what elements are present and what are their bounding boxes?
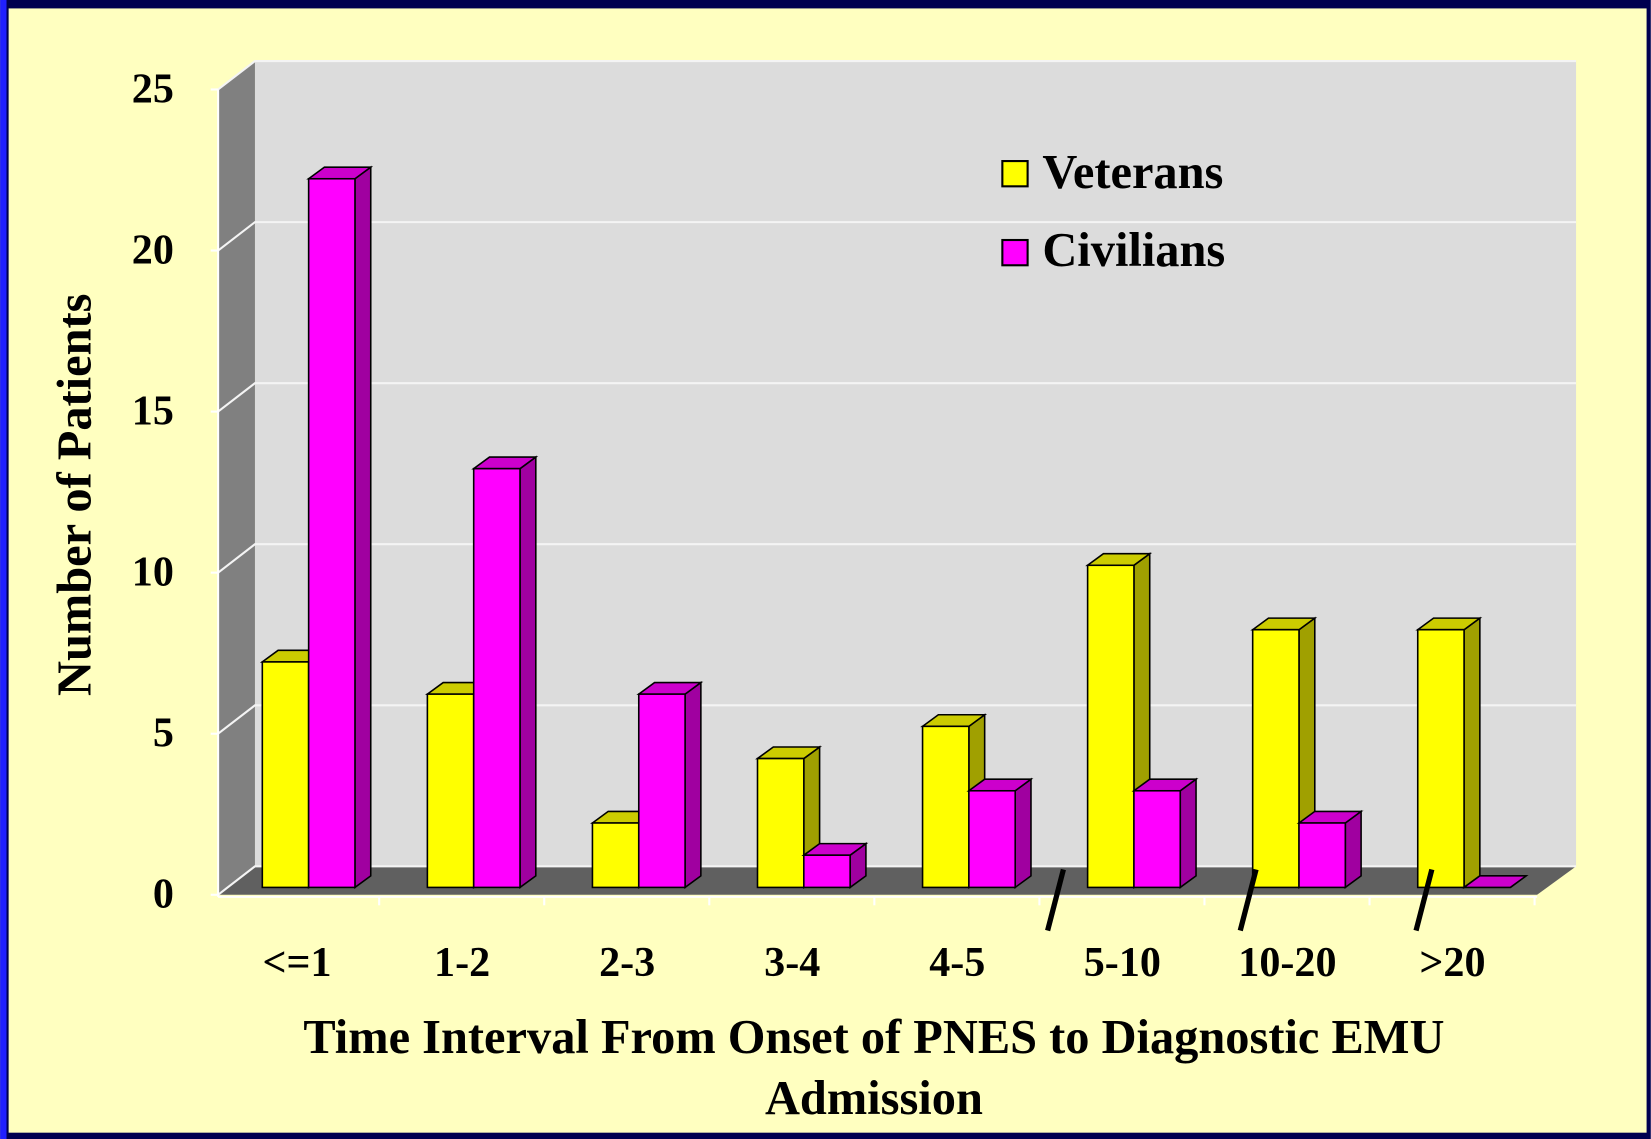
x-tick-label: 2-3 <box>599 939 655 986</box>
bar-side <box>354 165 372 889</box>
legend-label: Civilians <box>1042 224 1225 277</box>
legend-swatch <box>1001 160 1029 188</box>
y-tick-label: 0 <box>153 871 174 918</box>
floor <box>218 866 1577 895</box>
bar <box>966 777 1034 889</box>
y-axis-title: Number of Patients <box>48 294 101 696</box>
bar-front <box>1298 822 1347 889</box>
x-axis-title: Time Interval From Onset of PNES to Diag… <box>303 1011 1444 1125</box>
bar-side <box>1014 777 1032 889</box>
bar-front <box>1416 628 1465 889</box>
bar <box>471 455 539 889</box>
y-tick-label: 25 <box>132 65 174 112</box>
bar-front <box>756 757 805 889</box>
legend-label: Veterans <box>1042 146 1223 199</box>
bar-front <box>637 693 686 889</box>
bar <box>306 165 374 889</box>
y-tick-label: 20 <box>132 226 174 273</box>
grid-line <box>217 221 1577 252</box>
bar-side <box>684 680 702 889</box>
bar-side <box>1463 616 1481 889</box>
bar-front <box>307 177 356 889</box>
grid-line <box>217 382 1577 413</box>
bar-side <box>1344 809 1362 889</box>
x-tick-label: 10-20 <box>1238 939 1336 986</box>
legend-swatch <box>1001 238 1029 267</box>
x-tick-label: 5-10 <box>1084 939 1161 986</box>
bar-front <box>261 661 310 889</box>
x-tick-label: 1-2 <box>434 939 490 986</box>
bar <box>1461 875 1529 889</box>
bar-front <box>472 467 521 889</box>
x-tick-label: 3-4 <box>764 939 820 986</box>
bar <box>801 842 869 889</box>
frame-edge <box>0 0 7 1139</box>
bar <box>1415 616 1483 889</box>
back-wall <box>254 61 1577 867</box>
bar-front <box>1133 789 1182 889</box>
axis-breaks <box>1045 868 1435 932</box>
y-tick-label: 5 <box>153 710 174 757</box>
bar-front <box>1086 564 1135 889</box>
bar-front <box>1251 628 1300 889</box>
bar-side <box>1179 777 1197 889</box>
bar-side <box>519 455 537 889</box>
bar-top <box>1461 875 1529 889</box>
bar <box>636 680 704 889</box>
bar-front <box>921 725 970 889</box>
grid-line <box>217 60 1577 91</box>
side-wall <box>218 61 255 895</box>
bar <box>1131 777 1199 889</box>
bar-front <box>426 693 475 889</box>
grid-line <box>217 543 1577 574</box>
x-tick-label: >20 <box>1419 939 1485 986</box>
bar-front <box>968 789 1016 889</box>
y-tick-label: 10 <box>132 548 174 595</box>
x-tick-label: <=1 <box>263 939 332 986</box>
bar-front <box>591 822 640 889</box>
y-tick-label: 15 <box>132 387 174 434</box>
bar <box>1296 809 1364 889</box>
bar-front <box>803 854 851 889</box>
x-tick-label: 4-5 <box>929 939 985 986</box>
